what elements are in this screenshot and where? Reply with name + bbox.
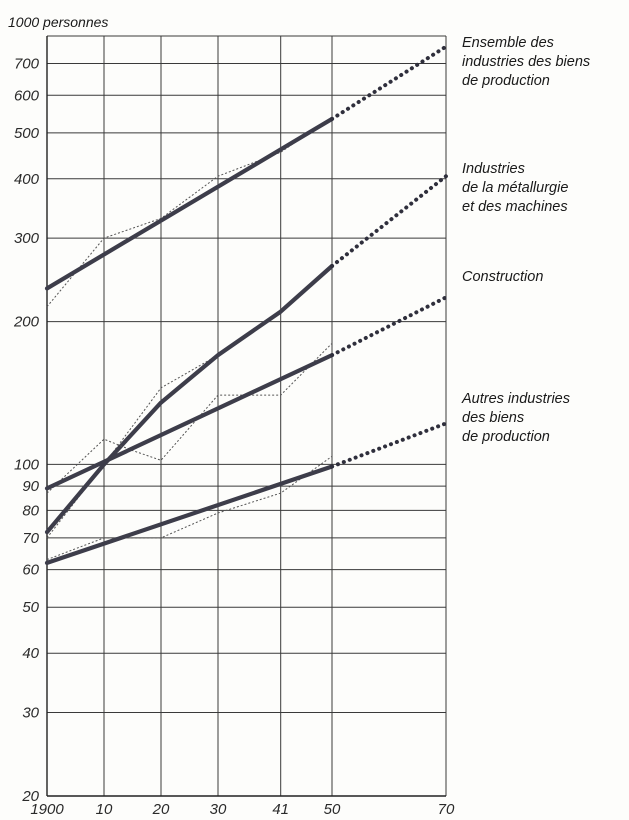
series-2-trend-line [44, 353, 335, 491]
series-label-autres: Autres industries des biens de productio… [462, 391, 570, 445]
y-tick-label: 60 [22, 562, 39, 579]
series-0-trend-line [44, 116, 335, 291]
series-2-projection-line [330, 295, 448, 358]
y-tick-label: 700 [14, 56, 40, 73]
series-1-trend-line [44, 263, 335, 535]
y-tick-label: 80 [22, 502, 39, 519]
x-tick-label: 10 [96, 801, 113, 818]
x-tick-label: 30 [210, 801, 227, 818]
series-1-projection-line [330, 174, 448, 268]
x-tick-label: 1900 [30, 801, 64, 818]
y-tick-label: 40 [22, 645, 39, 662]
series-label-ensemble: Ensemble des industries des biens de pro… [462, 35, 591, 89]
series-3-projection-line [330, 421, 448, 469]
y-tick-label: 600 [14, 87, 40, 104]
x-tick-label: 50 [324, 801, 341, 818]
y-tick-label: 200 [13, 314, 40, 331]
grid [46, 36, 447, 797]
y-tick-label: 500 [14, 125, 40, 142]
y-tick-label: 90 [22, 478, 39, 495]
y-tick-label: 300 [14, 230, 40, 247]
y-tick-label: 400 [14, 171, 40, 188]
series-3-trend-line [44, 464, 335, 566]
series-label-construction: Construction [462, 269, 544, 285]
y-tick-label: 50 [22, 599, 39, 616]
y-tick-label: 70 [22, 530, 39, 547]
x-tick-label: 20 [152, 801, 170, 818]
series-2-actual-line [46, 342, 333, 494]
series-lines [44, 44, 448, 566]
y-tick-label: 20 [21, 788, 39, 805]
unit-label: 1000 personnes [8, 14, 108, 30]
series-label-metallurgie: Industries de la métallurgie et des mach… [462, 161, 569, 215]
y-tick-label: 100 [14, 456, 40, 473]
series-3-actual-line [46, 455, 333, 561]
x-tick-labels: 1900 10 20 30 41 50 70 [30, 801, 455, 818]
axes [46, 35, 446, 797]
x-tick-label: 41 [272, 801, 289, 818]
y-tick-label: 30 [22, 704, 39, 721]
series-1-actual-line [46, 267, 333, 539]
series-0-projection-line [330, 44, 448, 121]
x-tick-label: 70 [438, 801, 455, 818]
y-tick-labels: 20 30 40 50 60 70 80 90 100 200 300 400 500 600 700 [13, 56, 40, 805]
